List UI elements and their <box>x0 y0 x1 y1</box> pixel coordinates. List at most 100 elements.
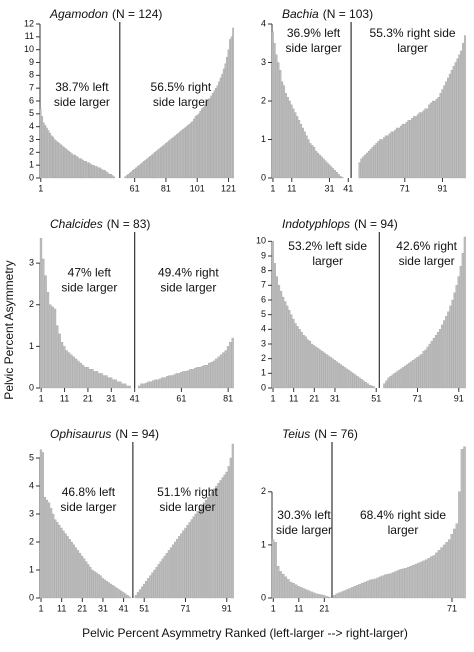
y-tick-label: 3 <box>29 508 34 518</box>
bar <box>432 337 435 389</box>
bar <box>294 323 297 389</box>
bar <box>298 329 301 389</box>
y-tick-label: 12 <box>24 18 34 28</box>
bar <box>58 143 61 179</box>
bar <box>445 315 448 389</box>
bar <box>99 167 101 179</box>
x-tick-label: 1 <box>271 393 276 403</box>
bar <box>407 567 410 599</box>
bar <box>453 292 456 389</box>
bar <box>64 148 67 179</box>
bar <box>120 590 123 599</box>
bar <box>278 285 281 389</box>
bar <box>410 361 413 389</box>
bar <box>384 135 387 179</box>
y-tick-label: 4 <box>29 480 34 490</box>
bar <box>221 477 224 599</box>
bar <box>107 377 110 389</box>
bar <box>458 54 461 179</box>
bar <box>196 114 198 179</box>
bar <box>396 570 400 599</box>
bar <box>275 54 278 179</box>
bar <box>109 377 113 389</box>
bar <box>188 123 191 179</box>
bar <box>360 158 363 179</box>
x-tick-label: 91 <box>437 183 447 193</box>
bar <box>340 591 344 599</box>
x-tick-label: 51 <box>371 393 381 403</box>
bar <box>97 574 100 599</box>
bar <box>431 100 434 179</box>
bar <box>369 148 372 179</box>
bar <box>105 375 108 389</box>
bar <box>111 175 114 179</box>
bar <box>371 579 374 599</box>
bar <box>274 542 277 599</box>
bar <box>428 104 431 179</box>
bar <box>72 154 75 179</box>
bar <box>191 121 194 179</box>
n-label: (N = 124) <box>112 7 162 21</box>
bar <box>364 381 367 389</box>
bar <box>209 494 212 599</box>
bar <box>284 576 288 599</box>
bar <box>129 172 131 179</box>
y-axis-label: Pelvic Percent Asymmetry <box>2 260 16 399</box>
bar <box>459 266 462 389</box>
bar <box>169 139 172 179</box>
bar <box>144 159 147 179</box>
bar <box>185 126 187 179</box>
y-tick-label: 0 <box>261 172 266 182</box>
bar <box>411 118 414 179</box>
bar <box>163 555 166 599</box>
bar <box>312 592 316 599</box>
bar <box>153 569 156 599</box>
bar <box>231 337 234 389</box>
n-label: (N = 103) <box>323 7 373 21</box>
y-tick-label: 2 <box>261 353 266 363</box>
annotation: side larger <box>153 95 209 109</box>
bar <box>219 77 222 179</box>
bar <box>401 123 404 179</box>
bar <box>455 285 458 389</box>
bar <box>333 359 336 389</box>
bar <box>302 335 305 389</box>
genus: Teius <box>282 427 310 441</box>
bar <box>100 168 103 179</box>
bar <box>171 138 173 179</box>
bar <box>114 379 117 389</box>
bar <box>332 168 335 179</box>
bar <box>77 360 80 389</box>
bar <box>146 158 148 179</box>
bar <box>389 573 392 599</box>
bar <box>227 466 230 599</box>
bar <box>282 573 285 599</box>
bar <box>422 351 425 389</box>
bar <box>94 166 97 179</box>
y-tick-label: 0 <box>261 382 266 392</box>
annotation: side larger <box>286 41 342 55</box>
x-tick-label: 31 <box>330 393 340 403</box>
bar <box>136 166 139 179</box>
annotation: larger <box>388 523 419 537</box>
bar <box>86 162 89 179</box>
y-tick-label: 2 <box>261 95 266 105</box>
bar <box>138 165 141 179</box>
bar <box>182 530 185 599</box>
bar <box>194 116 197 179</box>
genus: Ophisaurus <box>50 427 111 441</box>
bar <box>149 156 151 179</box>
bar <box>285 93 287 179</box>
bar <box>174 135 177 179</box>
bar <box>88 369 92 389</box>
bar <box>91 569 94 599</box>
bar <box>334 170 336 179</box>
bar <box>58 333 61 389</box>
bar <box>136 592 139 599</box>
x-tick-label: 51 <box>139 603 149 613</box>
bar <box>71 153 73 179</box>
bar <box>383 383 386 389</box>
bar <box>198 508 201 599</box>
